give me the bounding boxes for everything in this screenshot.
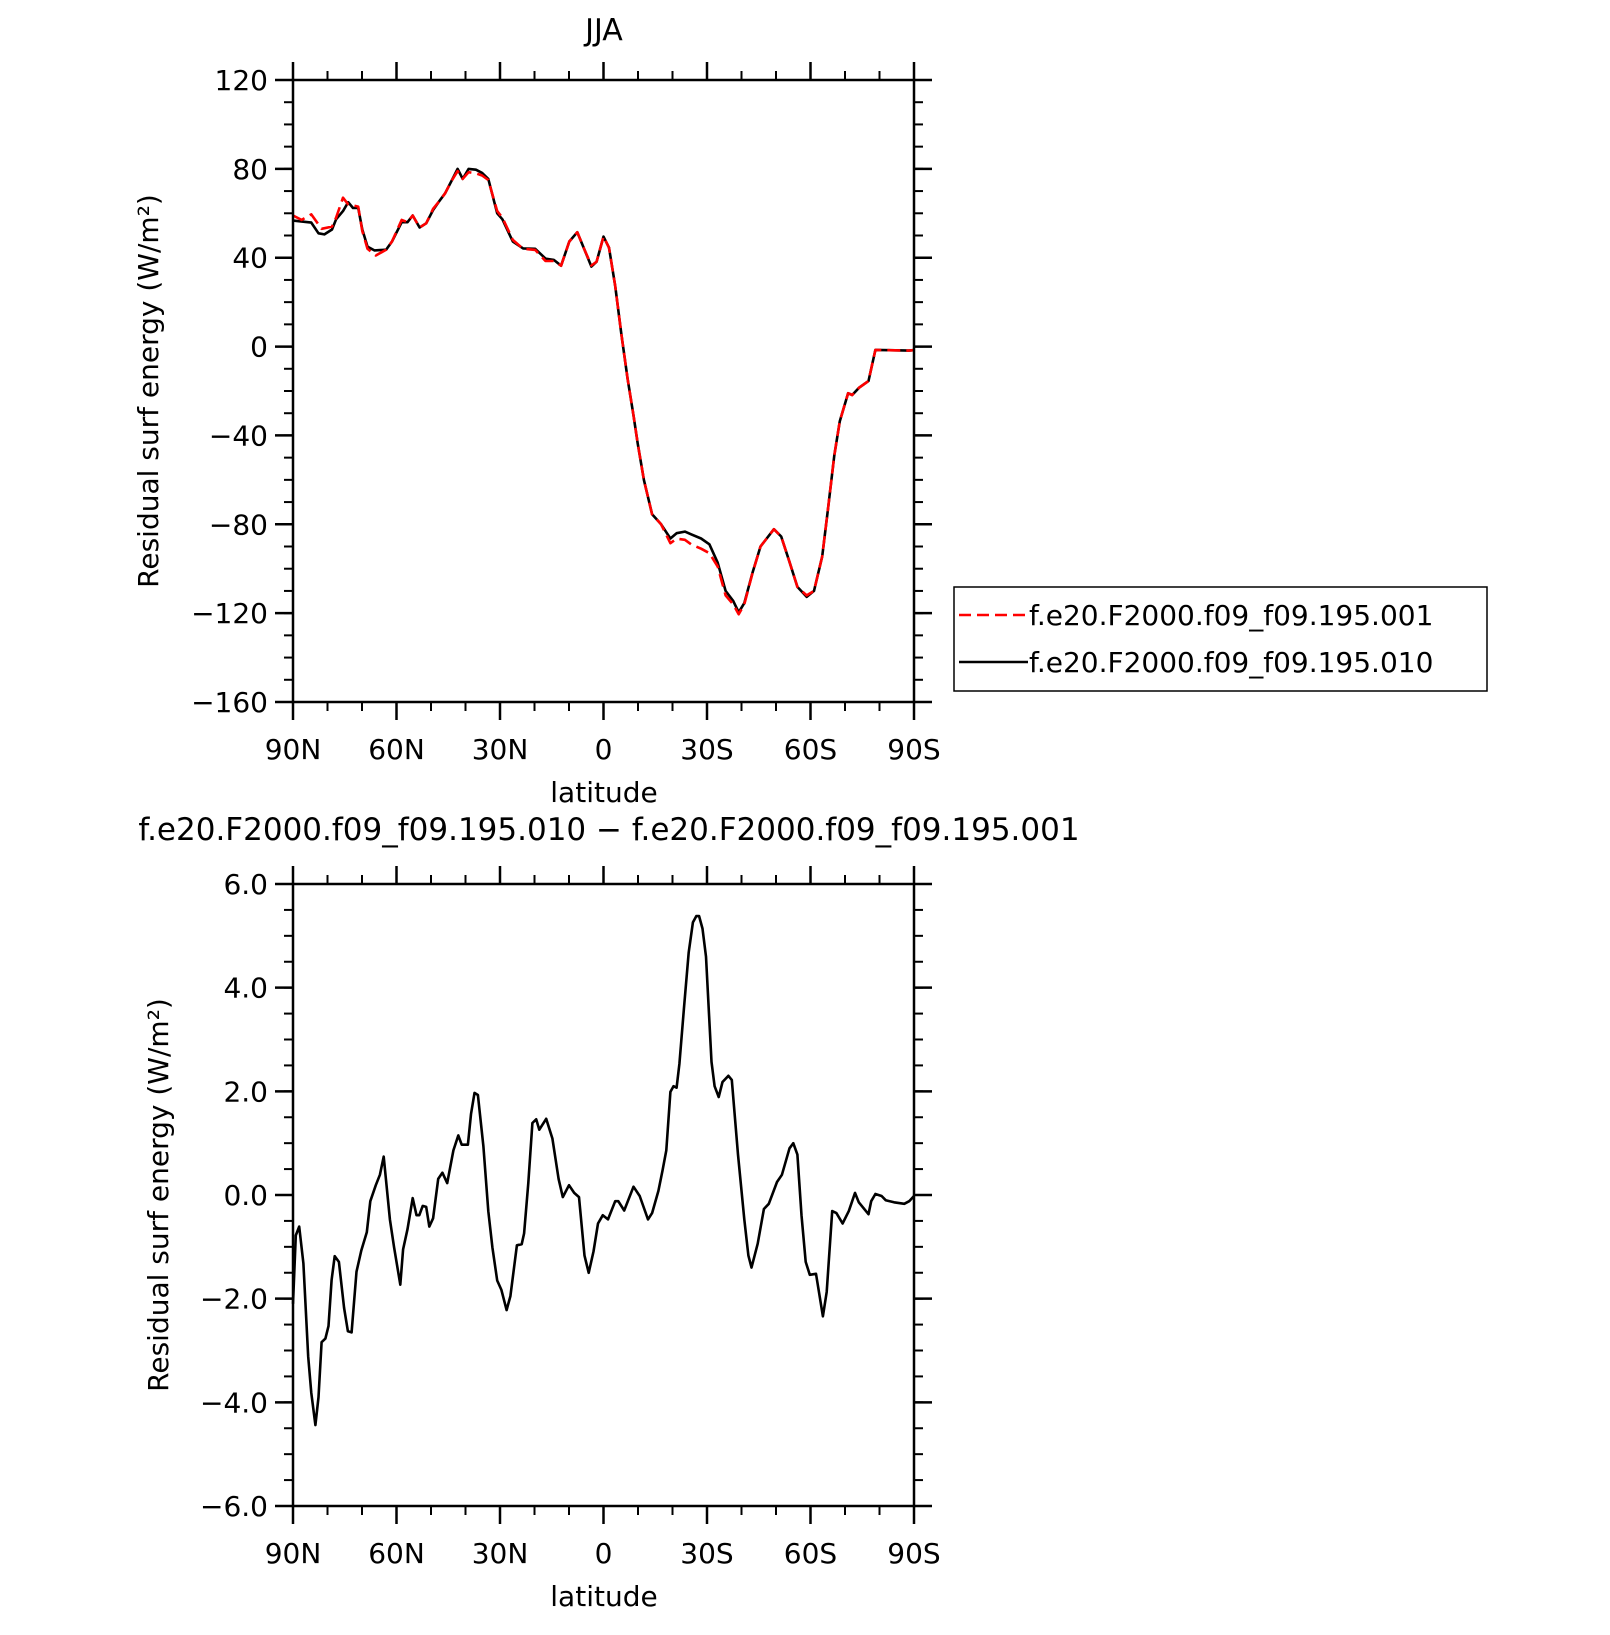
bottom-x-axis-label: latitude [550,1580,657,1613]
bottom-y-tick-label: 0.0 [223,1179,268,1212]
bottom-series-line-0 [291,914,915,1427]
legend: f.e20.F2000.f09_f09.195.001 f.e20.F2000.… [953,586,1488,692]
bottom-x-tick-label: 30N [472,1537,529,1570]
top-y-tick-label: −80 [209,508,268,541]
bottom-x-tick-label: 60S [784,1537,837,1570]
top-series-line-0 [292,169,915,616]
top-y-tick-label: 40 [232,242,268,275]
top-x-tick-label: 30N [472,733,529,766]
bottom-x-tick-label: 60N [368,1537,425,1570]
bottom-y-tick-label: 2.0 [223,1075,268,1108]
bottom-y-tick-label: 6.0 [223,868,268,901]
top-y-axis-label: Residual surf energy (W/m²) [132,194,165,588]
bottom-y-tick-label: 4.0 [223,972,268,1005]
bottom-x-tick-label: 0 [595,1537,613,1570]
top-x-tick-label: 0 [595,733,613,766]
bottom-y-tick-label: −2.0 [200,1283,268,1316]
bottom-y-tick-label: −6.0 [200,1490,268,1523]
top-x-tick-label: 90S [887,733,940,766]
top-x-tick-label: 60N [368,733,425,766]
bottom-y-axis-label: Residual surf energy (W/m²) [142,998,175,1392]
legend-label-001: f.e20.F2000.f09_f09.195.001 [1029,599,1433,632]
bottom-plot-frame [291,882,916,1508]
top-series-line-1 [292,167,915,614]
top-y-tick-label: −40 [209,419,268,452]
top-x-tick-label: 90N [265,733,322,766]
top-x-axis-label: latitude [550,776,657,809]
legend-label-010: f.e20.F2000.f09_f09.195.010 [1029,646,1433,679]
top-x-tick-label: 30S [680,733,733,766]
top-y-tick-label: 80 [232,153,268,186]
bottom-y-tick-label: −4.0 [200,1386,268,1419]
bottom-x-tick-label: 90S [887,1537,940,1570]
bottom-chart-title: f.e20.F2000.f09_f09.195.010 − f.e20.F200… [138,812,1079,848]
top-y-tick-label: −160 [191,686,268,719]
bottom-x-tick-label: 90N [265,1537,322,1570]
legend-box [953,586,1488,692]
top-y-tick-label: 120 [215,64,268,97]
top-y-tick-label: 0 [250,331,268,364]
bottom-x-tick-label: 30S [680,1537,733,1570]
top-plot-frame [291,78,916,704]
top-chart-title: JJA [583,13,623,48]
top-y-tick-label: −120 [191,597,268,630]
top-x-tick-label: 60S [784,733,837,766]
